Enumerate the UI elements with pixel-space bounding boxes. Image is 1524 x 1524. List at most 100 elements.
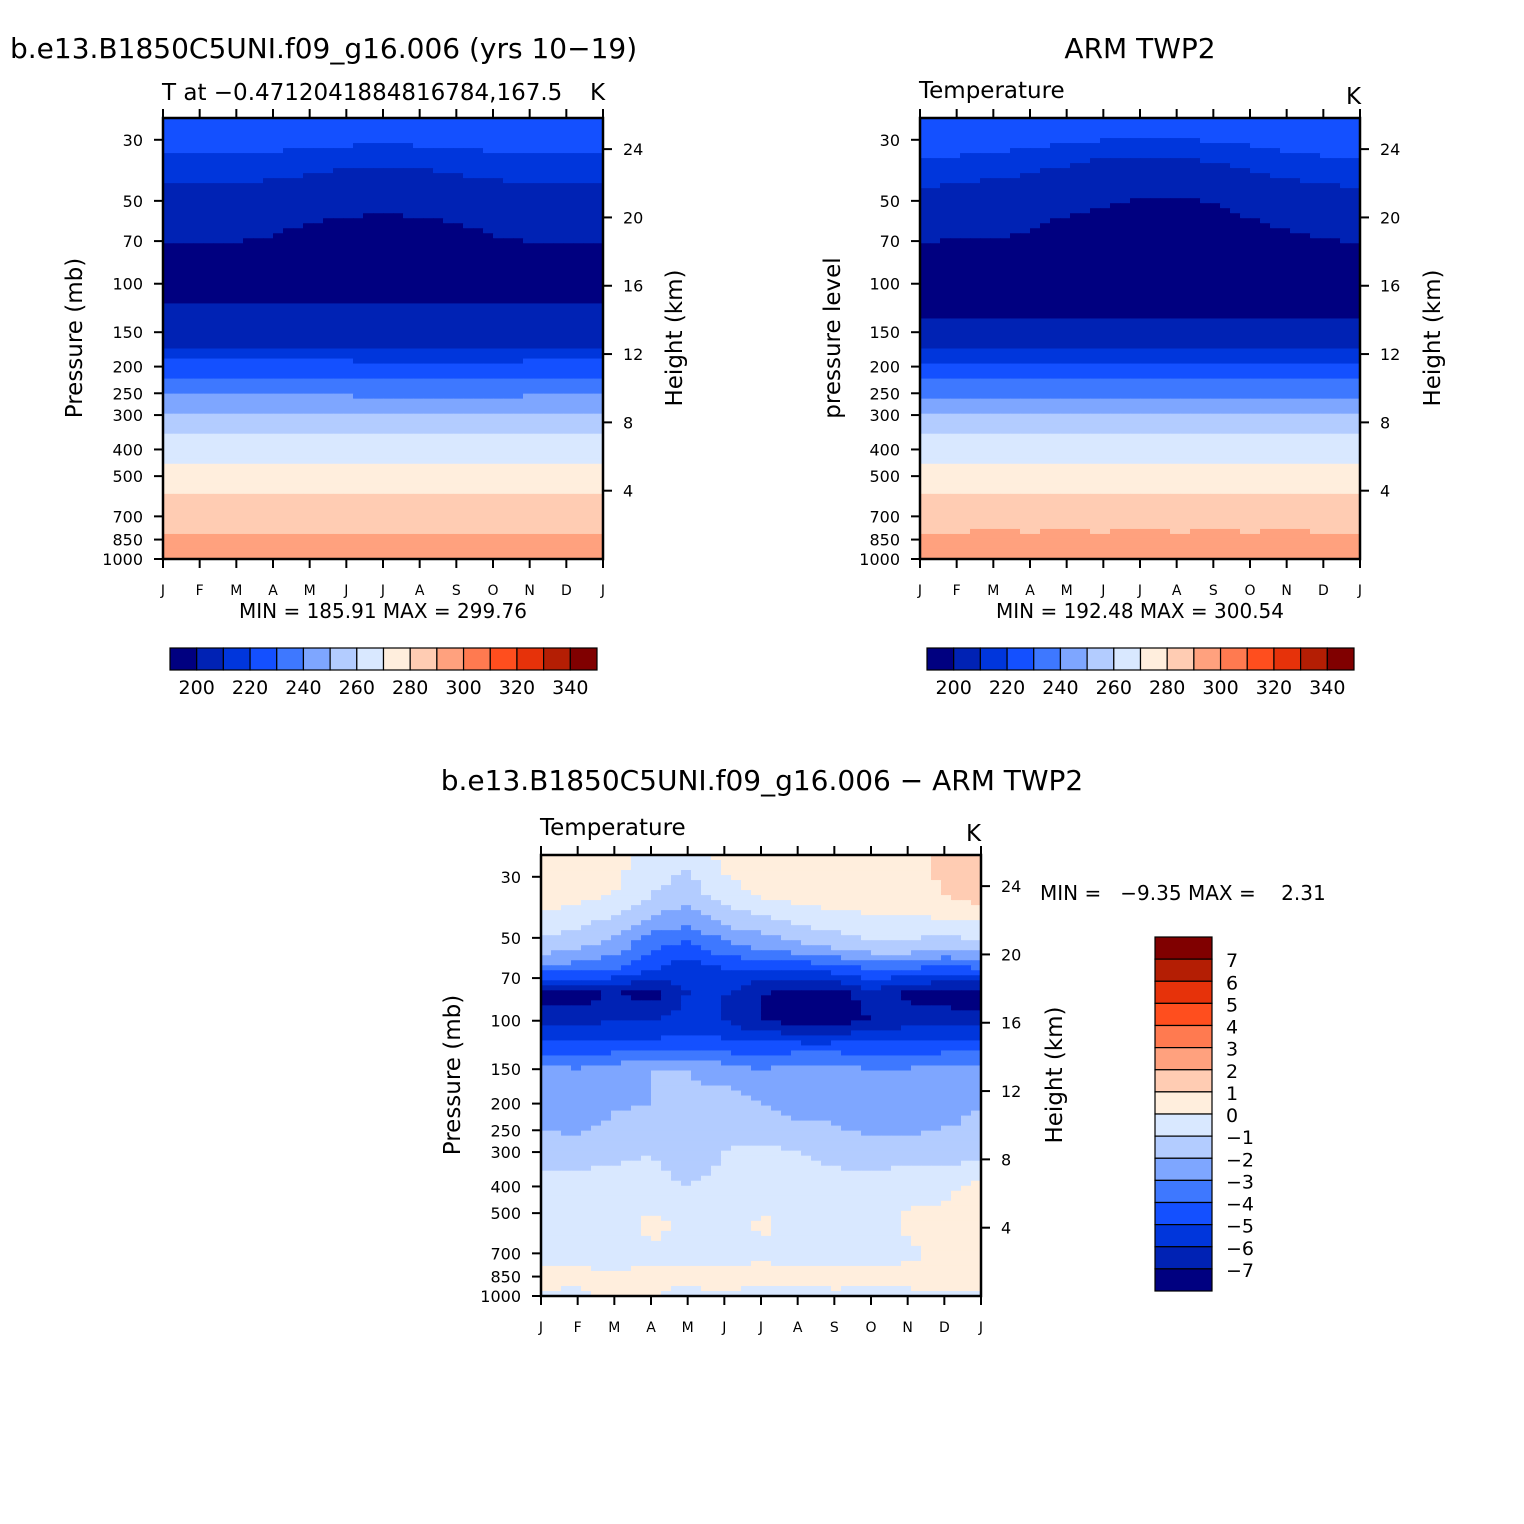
field-cell — [293, 188, 304, 194]
field-cell — [543, 288, 554, 294]
field-cell — [920, 198, 931, 204]
field-cell — [173, 513, 184, 520]
field-cell — [203, 123, 214, 129]
field-cell — [513, 253, 524, 259]
field-cell — [1180, 178, 1191, 184]
field-cell — [1280, 208, 1291, 214]
field-cell — [563, 458, 574, 465]
field-cell — [1190, 188, 1201, 194]
field-cell — [1280, 228, 1291, 234]
field-cell — [593, 308, 604, 315]
field-cell — [1100, 198, 1111, 204]
field-cell — [563, 378, 574, 385]
field-cell — [1150, 183, 1161, 189]
field-cell — [1220, 153, 1231, 159]
field-cell — [253, 148, 264, 154]
field-cell — [1070, 163, 1081, 169]
field-cell — [523, 328, 534, 335]
field-cell — [473, 268, 484, 274]
field-cell — [553, 268, 564, 274]
field-cell — [583, 418, 594, 425]
field-cell — [363, 213, 374, 219]
field-cell — [1110, 163, 1121, 169]
field-cell — [393, 448, 404, 455]
field-cell — [513, 493, 524, 500]
field-cell — [303, 408, 314, 415]
field-cell — [553, 403, 564, 410]
field-cell — [273, 118, 284, 124]
field-cell — [583, 143, 594, 149]
field-cell — [593, 393, 604, 400]
field-cell — [553, 148, 564, 154]
field-cell — [403, 428, 414, 435]
field-cell — [1170, 143, 1181, 149]
field-cell — [253, 163, 264, 169]
field-cell — [523, 438, 534, 445]
field-cell — [373, 313, 384, 320]
field-cell — [543, 123, 554, 129]
field-cell — [343, 253, 354, 259]
field-cell — [950, 158, 961, 164]
field-cell — [243, 188, 254, 194]
field-cell — [493, 348, 504, 355]
field-cell — [313, 333, 324, 340]
field-cell — [233, 213, 244, 219]
field-cell — [920, 158, 931, 164]
field-cell — [1180, 173, 1191, 179]
field-cell — [453, 273, 464, 279]
field-cell — [243, 193, 254, 199]
field-cell — [523, 168, 534, 174]
field-cell — [343, 448, 354, 455]
field-cell — [263, 448, 274, 455]
field-cell — [443, 123, 454, 129]
field-cell — [313, 393, 324, 400]
field-cell — [563, 368, 574, 375]
field-cell — [173, 403, 184, 410]
field-cell — [453, 213, 464, 219]
field-cell — [1190, 193, 1201, 199]
field-cell — [1270, 203, 1281, 209]
field-cell — [283, 508, 294, 515]
field-cell — [413, 328, 424, 335]
field-cell — [433, 238, 444, 244]
field-cell — [553, 278, 564, 284]
field-cell — [493, 383, 504, 390]
field-cell — [383, 263, 394, 269]
field-cell — [203, 143, 214, 149]
field-cell — [353, 533, 364, 540]
field-cell — [443, 453, 454, 460]
field-cell — [173, 278, 184, 284]
field-cell — [533, 533, 544, 540]
field-cell — [373, 418, 384, 425]
field-cell — [443, 518, 454, 525]
field-cell — [1060, 123, 1071, 129]
field-cell — [523, 333, 534, 340]
field-cell — [233, 438, 244, 445]
field-cell — [263, 418, 274, 425]
field-cell — [203, 548, 214, 555]
field-cell — [393, 283, 404, 289]
field-cell — [243, 268, 254, 274]
field-cell — [363, 398, 374, 405]
field-cell — [373, 448, 384, 455]
colorbar-swatch — [462, 647, 491, 671]
field-cell — [273, 323, 284, 330]
field-cell — [553, 173, 564, 179]
field-cell — [940, 128, 951, 134]
field-cell — [313, 328, 324, 335]
field-cell — [373, 368, 384, 375]
field-cell — [303, 348, 314, 355]
field-cell — [423, 518, 434, 525]
field-cell — [1160, 213, 1171, 219]
field-cell — [593, 288, 604, 294]
field-cell — [343, 178, 354, 184]
field-cell — [433, 448, 444, 455]
field-cell — [243, 148, 254, 154]
field-cell — [183, 358, 194, 365]
field-cell — [283, 423, 294, 430]
field-cell — [313, 413, 324, 420]
field-cell — [383, 378, 394, 385]
field-cell — [273, 428, 284, 435]
field-cell — [573, 518, 584, 525]
field-cell — [483, 493, 494, 500]
